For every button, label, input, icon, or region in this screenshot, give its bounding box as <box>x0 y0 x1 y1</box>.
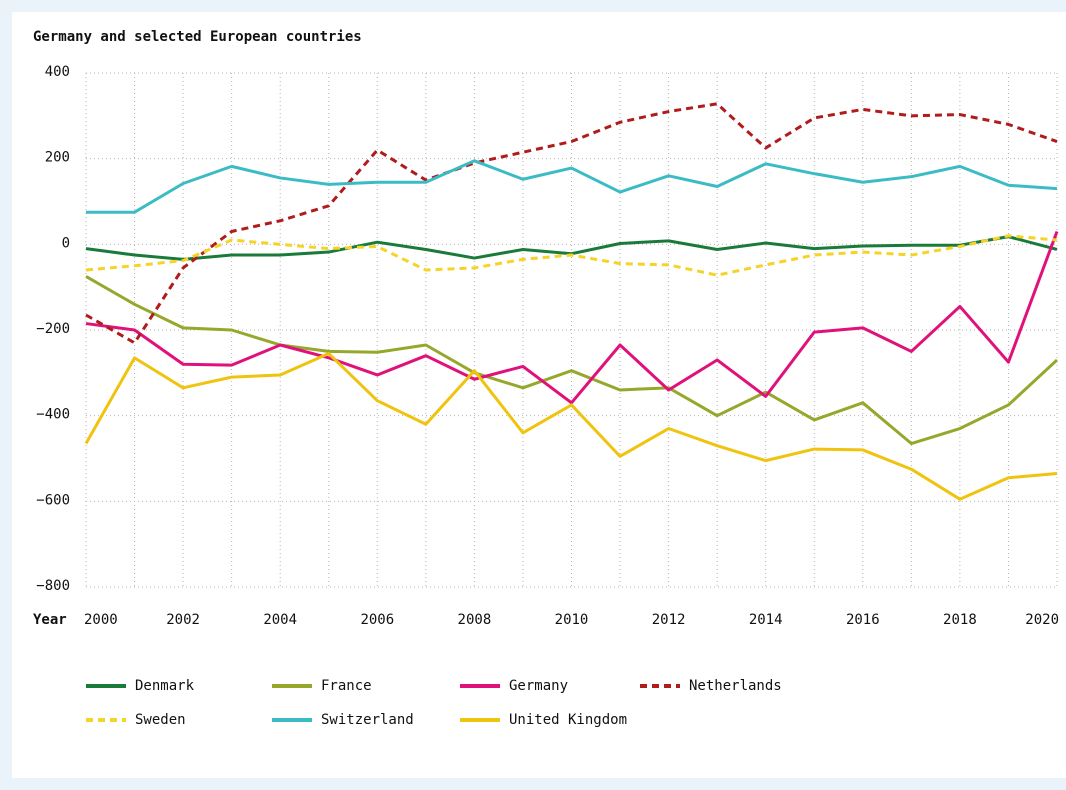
x-axis-label: Year <box>33 612 67 628</box>
series-line <box>86 159 1058 214</box>
x-tick-label: 2010 <box>555 612 589 628</box>
legend-label: Netherlands <box>689 678 782 694</box>
x-tick-label: 2006 <box>360 612 394 628</box>
x-tick-label: 2012 <box>652 612 686 628</box>
legend-label: Denmark <box>135 678 195 694</box>
y-tick-label: −800 <box>36 578 70 594</box>
y-tick-label: −400 <box>36 407 70 423</box>
x-tick-label: 2020 <box>1025 612 1059 628</box>
y-tick-label: 400 <box>45 64 70 80</box>
x-tick-label: 2004 <box>263 612 297 628</box>
y-tick-label: −200 <box>36 321 70 337</box>
y-tick-label: 200 <box>45 150 70 166</box>
legend-label: Switzerland <box>321 712 414 728</box>
legend-label: Sweden <box>135 712 186 728</box>
panel <box>12 12 1066 778</box>
series-line <box>84 352 1058 501</box>
series-line <box>85 275 1059 446</box>
chart-title: Germany and selected European countries <box>33 29 362 45</box>
series-line <box>85 102 1058 345</box>
series-line <box>85 234 1058 277</box>
y-tick-label: 0 <box>62 235 70 251</box>
x-tick-label: 2014 <box>749 612 783 628</box>
legend-label: Germany <box>509 678 568 694</box>
x-tick-label: 2016 <box>846 612 880 628</box>
x-tick-label: 2000 <box>84 612 118 628</box>
x-tick-label: 2008 <box>458 612 492 628</box>
y-tick-label: −600 <box>36 492 70 508</box>
legend-label: United Kingdom <box>509 712 627 728</box>
x-tick-label: 2002 <box>166 612 200 628</box>
series-line <box>85 230 1059 405</box>
legend-label: France <box>321 678 372 694</box>
x-tick-label: 2018 <box>943 612 977 628</box>
